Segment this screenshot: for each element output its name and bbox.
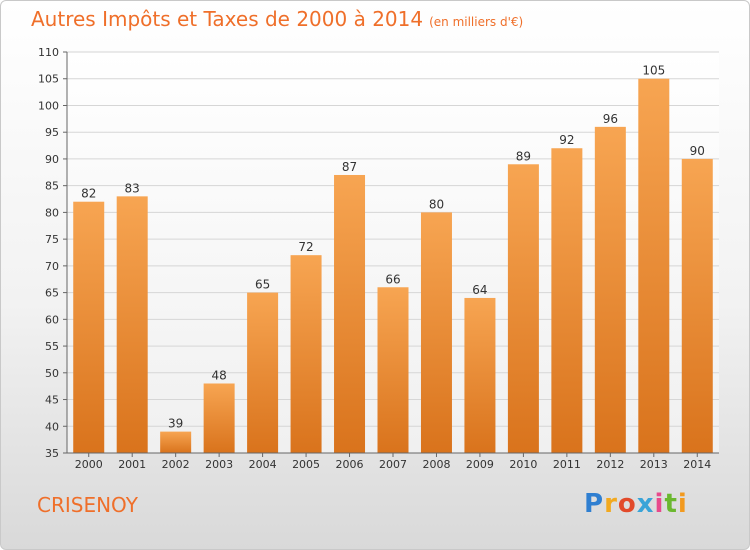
data-label: 89 [516,149,531,163]
x-tick-label: 2009 [466,458,494,471]
y-tick-label: 85 [45,180,59,193]
data-label: 92 [559,133,574,147]
data-label: 80 [429,197,444,211]
logo-letter: o [617,489,637,519]
data-label: 64 [472,283,487,297]
data-label: 66 [385,272,400,286]
bar [116,196,148,454]
proxiti-logo: Proxiti [584,489,688,519]
x-tick-label: 2005 [292,458,320,471]
x-tick-label: 2003 [205,458,233,471]
bar [594,126,626,453]
logo-letter: t [664,489,678,519]
data-label: 72 [298,240,313,254]
y-tick-label: 75 [45,233,59,246]
bar [290,255,322,453]
y-tick-label: 40 [45,420,59,433]
bar [551,148,583,454]
y-tick-label: 55 [45,340,59,353]
bar [334,174,366,453]
chart-title-text: Autres Impôts et Taxes de 2000 à 2014 [31,7,424,31]
logo-letter: x [636,489,655,519]
x-tick-label: 2004 [249,458,277,471]
x-tick-label: 2001 [118,458,146,471]
data-label: 87 [342,160,357,174]
y-tick-label: 110 [38,46,59,59]
data-label: 39 [168,417,183,431]
bar [203,383,235,453]
bar [507,164,539,453]
x-tick-label: 2014 [683,458,711,471]
x-tick-label: 2013 [640,458,668,471]
y-tick-label: 80 [45,206,59,219]
bar [420,212,452,453]
y-tick-label: 100 [38,99,59,112]
data-label: 82 [81,187,96,201]
bar [247,292,279,453]
y-tick-label: 90 [45,153,59,166]
x-tick-label: 2006 [336,458,364,471]
chart-title: Autres Impôts et Taxes de 2000 à 2014 (en… [31,7,523,31]
data-label: 105 [642,64,665,78]
bar [377,287,409,453]
y-tick-label: 35 [45,447,59,460]
chart-subtitle: (en milliers d'€) [429,15,524,29]
logo-letter: r [604,489,618,519]
bar [638,78,670,453]
y-tick-label: 65 [45,287,59,300]
y-tick-label: 105 [38,73,59,86]
bar [160,431,192,453]
data-label: 90 [690,144,705,158]
data-label: 48 [211,368,226,382]
data-label: 65 [255,278,270,292]
bar [464,297,496,453]
x-tick-label: 2011 [553,458,581,471]
x-tick-label: 2007 [379,458,407,471]
data-label: 83 [125,181,140,195]
y-tick-label: 45 [45,394,59,407]
x-tick-label: 2012 [596,458,624,471]
y-tick-label: 60 [45,313,59,326]
logo-letter: P [584,489,605,519]
y-tick-label: 70 [45,260,59,273]
logo-letter: i [677,489,688,519]
x-tick-label: 2008 [422,458,450,471]
x-tick-label: 2000 [75,458,103,471]
x-tick-label: 2010 [509,458,537,471]
x-tick-label: 2002 [162,458,190,471]
bar [681,158,713,453]
bar [73,201,105,453]
logo-letter: i [654,489,665,519]
y-tick-label: 95 [45,126,59,139]
y-tick-label: 50 [45,367,59,380]
data-label: 96 [603,112,618,126]
city-name: CRISENOY [37,493,138,517]
